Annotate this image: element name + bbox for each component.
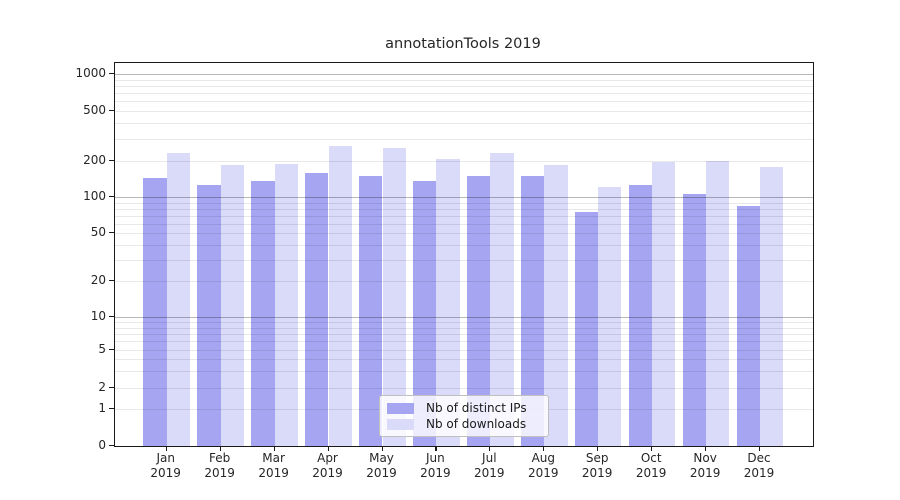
y-tick-label-100: 100 (83, 189, 106, 203)
y-tick-mark-100 (109, 196, 114, 198)
x-tick-label-year: 2019 (474, 466, 505, 480)
legend-item-downloads: Nb of downloads (387, 417, 539, 431)
bar-feb-distinct-ips (197, 185, 221, 446)
x-tick-label-may: May 2019 (352, 451, 412, 481)
x-tick-mark-apr (327, 446, 329, 451)
y-tick-mark-1 (109, 407, 114, 409)
x-tick-label-jul: Jul 2019 (459, 451, 519, 481)
y-tick-label-20: 20 (90, 273, 106, 287)
x-tick-mark-may (381, 446, 383, 451)
y-tick-label-50: 50 (90, 225, 106, 239)
bar-apr-distinct-ips (305, 173, 329, 446)
bar-sep-distinct-ips (574, 211, 599, 446)
bar-nov-downloads (706, 160, 730, 446)
y-tick-label-500: 500 (83, 103, 106, 117)
x-tick-label-mar: Mar 2019 (244, 451, 304, 481)
x-tick-label-sep: Sep 2019 (567, 451, 627, 481)
bar-aug-distinct-ips (521, 175, 545, 446)
bar-mar-downloads (274, 163, 298, 446)
x-tick-label-year: 2019 (204, 466, 235, 480)
x-tick-label-year: 2019 (366, 466, 397, 480)
bar-nov-distinct-ips (682, 194, 707, 446)
x-tick-mark-mar (273, 446, 275, 451)
x-tick-mark-jul (489, 446, 491, 451)
y-tick-mark-0 (109, 444, 114, 446)
y-tick-label-1000: 1000 (75, 66, 106, 80)
x-tick-mark-oct (651, 446, 653, 451)
x-tick-label-year: 2019 (635, 466, 667, 480)
x-tick-label-year: 2019 (743, 466, 775, 480)
x-tick-label-dec: Dec 2019 (729, 451, 789, 481)
x-tick-label-aug: Aug 2019 (513, 451, 573, 481)
y-tick-label-1: 1 (98, 400, 106, 415)
bar-oct-downloads (652, 162, 676, 446)
x-tick-mark-sep (597, 446, 599, 451)
x-tick-mark-aug (543, 446, 545, 451)
x-tick-mark-jun (435, 446, 437, 451)
y-tick-label-10: 10 (90, 309, 106, 323)
bar-jan-downloads (166, 153, 190, 446)
y-tick-mark-10 (109, 316, 114, 318)
legend-swatch-distinct-ips (387, 402, 414, 414)
y-tick-mark-20 (109, 280, 114, 282)
bar-may-downloads (382, 148, 406, 446)
x-tick-label-year: 2019 (258, 466, 289, 480)
x-tick-mark-jan (165, 446, 167, 451)
x-tick-label-nov: Nov 2019 (675, 451, 735, 481)
x-tick-label-year: 2019 (420, 466, 451, 480)
legend: Nb of distinct IPs Nb of downloads (379, 395, 549, 437)
bar-feb-downloads (220, 164, 244, 446)
y-tick-label-0: 0 (98, 437, 106, 452)
x-tick-label-jan: Jan 2019 (136, 451, 196, 481)
x-tick-label-oct: Oct 2019 (621, 451, 681, 481)
x-tick-label-jun: Jun 2019 (405, 451, 465, 481)
x-tick-mark-dec (759, 446, 761, 451)
x-tick-mark-nov (705, 446, 707, 451)
legend-item-distinct-ips: Nb of distinct IPs (387, 401, 539, 415)
bar-jul-distinct-ips (467, 176, 491, 446)
bar-dec-downloads (760, 167, 784, 446)
x-tick-label-year: 2019 (581, 466, 613, 480)
legend-label-distinct-ips: Nb of distinct IPs (426, 401, 527, 415)
bar-may-distinct-ips (359, 175, 383, 446)
bar-jun-distinct-ips (413, 181, 437, 446)
y-tick-mark-500 (109, 110, 114, 112)
bar-oct-distinct-ips (628, 184, 653, 446)
bar-apr-downloads (328, 146, 352, 446)
x-tick-label-year: 2019 (312, 466, 343, 480)
bar-jul-downloads (490, 153, 514, 446)
y-tick-label-5: 5 (98, 342, 106, 356)
bar-aug-downloads (544, 164, 568, 446)
bars-layer (115, 63, 813, 446)
bar-jan-distinct-ips (143, 178, 167, 446)
bar-sep-downloads (598, 186, 622, 446)
y-tick-label-2: 2 (98, 380, 106, 394)
x-tick-label-feb: Feb 2019 (190, 451, 250, 481)
x-tick-mark-feb (219, 446, 221, 451)
y-tick-mark-1000 (109, 73, 114, 75)
bar-jun-downloads (436, 158, 460, 446)
y-tick-mark-50 (109, 232, 114, 234)
x-tick-label-year: 2019 (689, 466, 721, 480)
y-tick-mark-200 (109, 160, 114, 162)
x-tick-label-year: 2019 (150, 466, 181, 480)
x-tick-label-apr: Apr 2019 (298, 451, 358, 481)
y-tick-label-200: 200 (83, 153, 106, 167)
y-tick-mark-2 (109, 387, 114, 389)
legend-label-downloads: Nb of downloads (426, 417, 527, 431)
bar-dec-distinct-ips (736, 206, 760, 446)
x-tick-label-year: 2019 (528, 466, 559, 480)
chart-title: annotationTools 2019 (385, 36, 541, 52)
plot-area: Nb of distinct IPs Nb of downloads (114, 62, 814, 447)
y-tick-mark-5 (109, 349, 114, 351)
legend-swatch-downloads (387, 418, 414, 430)
bar-mar-distinct-ips (251, 181, 275, 446)
